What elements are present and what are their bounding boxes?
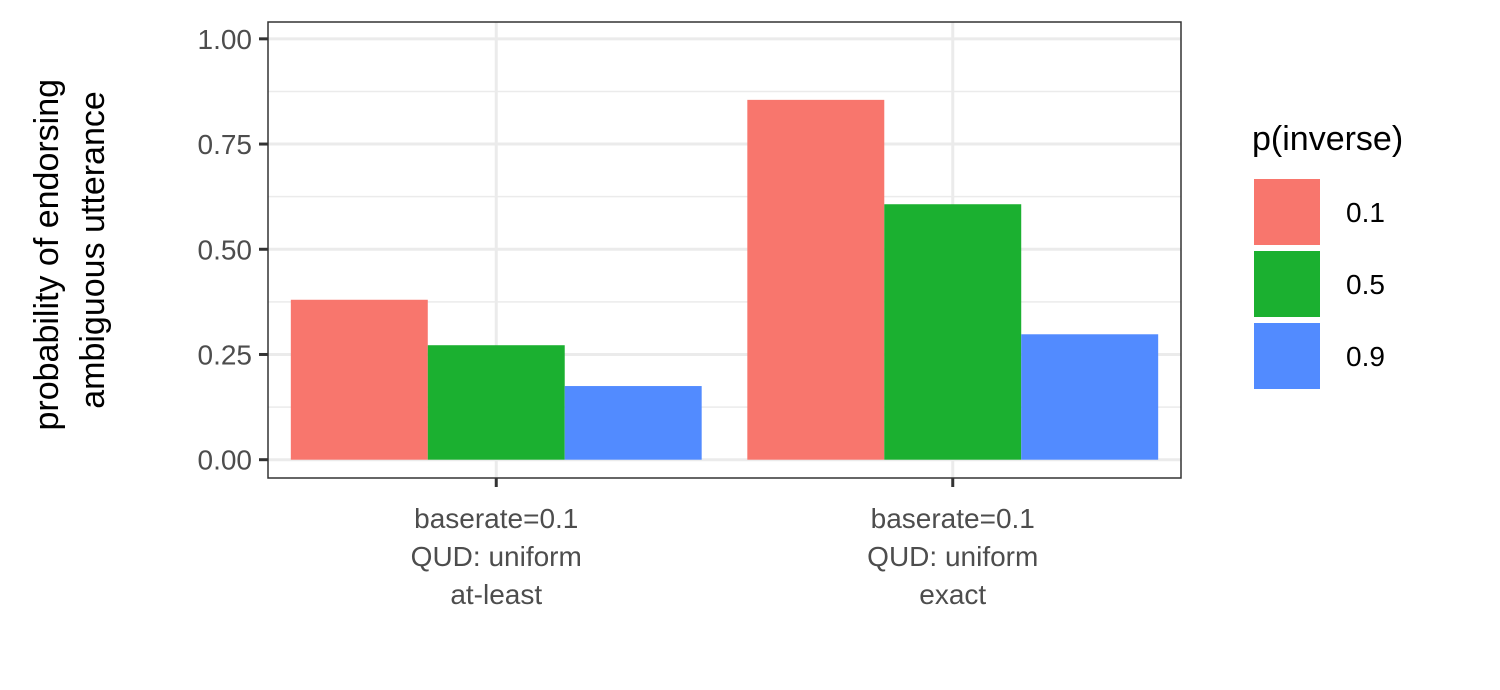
bar-0.5-category-2 bbox=[884, 204, 1022, 460]
y-tick-label: 1.00 bbox=[198, 24, 253, 55]
x-tick-label-line: baserate=0.1 bbox=[871, 503, 1035, 534]
y-tick-label: 0.50 bbox=[198, 234, 253, 265]
x-tick-label-line: QUD: uniform bbox=[867, 541, 1038, 572]
x-tick-label: baserate=0.1 QUD: uniform at-least bbox=[411, 503, 582, 610]
x-axis: baserate=0.1 QUD: uniform at-leastbaserate… bbox=[411, 478, 1038, 610]
x-tick-label: baserate=0.1 QUD: uniform exact bbox=[867, 503, 1038, 610]
legend-label-0.5: 0.5 bbox=[1346, 269, 1385, 300]
legend-key-0.9 bbox=[1254, 323, 1320, 389]
bars bbox=[290, 99, 1159, 460]
bar-0.9-category-1 bbox=[564, 386, 702, 460]
y-tick-label: 0.00 bbox=[198, 445, 253, 476]
legend-title: p(inverse) bbox=[1252, 120, 1403, 158]
bar-0.1-category-1 bbox=[290, 299, 428, 460]
y-axis-title-line-1: probability of endorsing bbox=[28, 79, 66, 431]
x-tick-label-line: exact bbox=[919, 579, 986, 610]
legend-key-0.5 bbox=[1254, 251, 1320, 317]
legend-key-0.1 bbox=[1254, 179, 1320, 245]
legend-label-0.1: 0.1 bbox=[1346, 197, 1385, 228]
y-axis-title-line-2: ambiguous utterance bbox=[74, 91, 112, 409]
x-tick-label-line: QUD: uniform bbox=[411, 541, 582, 572]
bar-0.1-category-2 bbox=[747, 99, 885, 460]
legend: p(inverse) 0.1 0.5 0.9 bbox=[1252, 120, 1403, 389]
y-axis: 0.00 0.25 0.50 0.75 1.00 bbox=[198, 24, 268, 476]
y-axis-title: probability of endorsing ambiguous utter… bbox=[28, 69, 112, 430]
legend-label-0.9: 0.9 bbox=[1346, 341, 1385, 372]
y-tick-label: 0.75 bbox=[198, 129, 253, 160]
x-tick-label-line: at-least bbox=[450, 579, 542, 610]
y-tick-label: 0.25 bbox=[198, 339, 253, 370]
x-tick-label-line: baserate=0.1 bbox=[414, 503, 578, 534]
bar-0.9-category-2 bbox=[1021, 334, 1159, 460]
bar-0.5-category-1 bbox=[427, 345, 565, 460]
